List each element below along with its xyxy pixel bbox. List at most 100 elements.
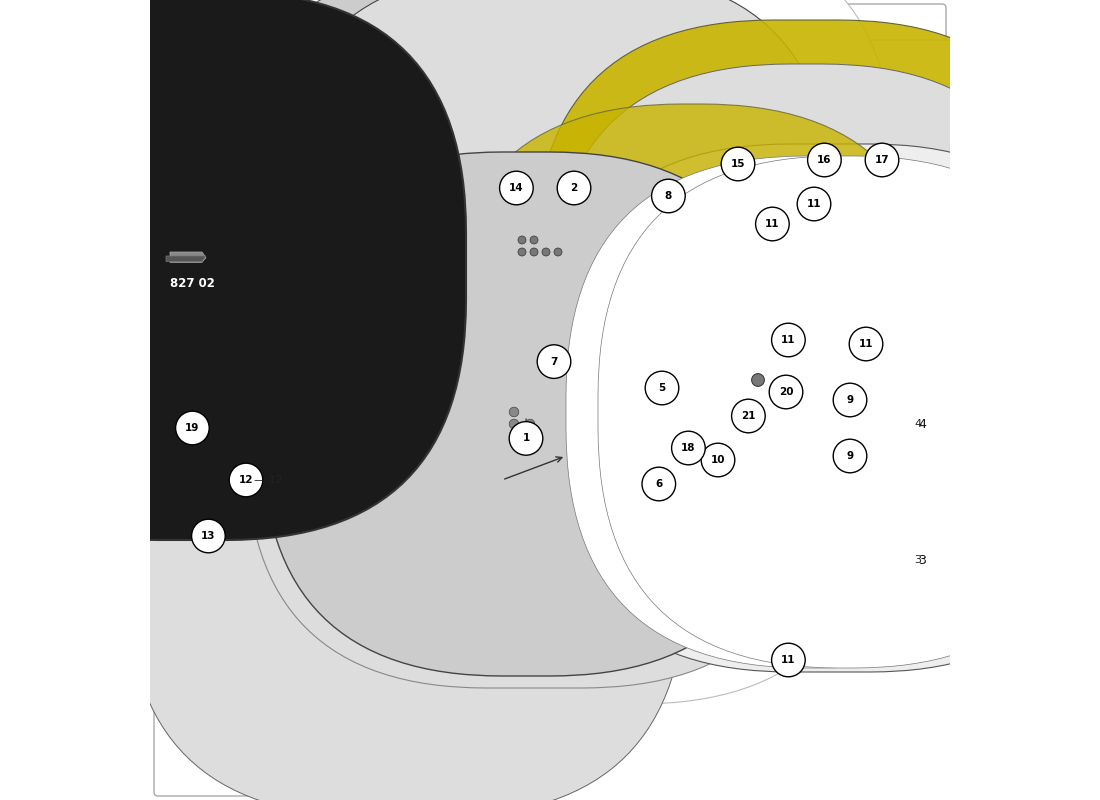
Text: 16: 16 [817,155,832,165]
Circle shape [732,399,766,433]
Text: 11: 11 [806,199,822,209]
Text: 21: 21 [323,440,337,449]
Circle shape [672,431,705,465]
Text: — 12: — 12 [254,475,283,485]
FancyBboxPatch shape [274,0,834,512]
FancyBboxPatch shape [566,156,1062,668]
Text: europarts: europarts [463,314,669,454]
Circle shape [243,354,273,382]
Circle shape [830,168,846,184]
Text: 7: 7 [550,357,558,366]
Circle shape [251,257,265,271]
Circle shape [651,179,685,213]
Circle shape [530,248,538,256]
Circle shape [243,250,273,278]
FancyBboxPatch shape [0,176,438,672]
Circle shape [769,375,803,409]
Text: 12: 12 [239,475,253,485]
Text: 10: 10 [416,226,429,236]
Circle shape [179,257,194,271]
Text: 13: 13 [201,531,216,541]
FancyBboxPatch shape [442,104,942,604]
Circle shape [780,278,792,290]
Circle shape [525,419,535,429]
Text: 10: 10 [711,455,725,465]
FancyBboxPatch shape [262,152,790,676]
Text: 5: 5 [659,383,666,393]
Circle shape [878,168,894,184]
Text: 6: 6 [656,479,662,489]
Circle shape [354,244,378,268]
Circle shape [361,250,372,262]
Circle shape [558,171,591,205]
Text: 8: 8 [664,191,672,201]
Text: 14: 14 [509,183,524,193]
Text: 9: 9 [846,451,854,461]
FancyBboxPatch shape [214,96,878,704]
Text: 7: 7 [251,226,257,236]
Circle shape [251,417,265,431]
Circle shape [701,443,735,477]
Text: 2: 2 [571,183,578,193]
Circle shape [518,248,526,256]
Circle shape [795,278,808,290]
Circle shape [833,439,867,473]
Text: 827 02: 827 02 [170,277,214,290]
Circle shape [172,354,200,382]
FancyBboxPatch shape [126,256,686,800]
Circle shape [509,422,542,455]
FancyBboxPatch shape [550,64,1062,564]
FancyBboxPatch shape [0,8,606,704]
FancyBboxPatch shape [230,0,750,524]
FancyBboxPatch shape [0,0,702,540]
FancyBboxPatch shape [0,0,466,540]
Circle shape [410,244,435,268]
Text: a passion for parts since 1985: a passion for parts since 1985 [377,365,723,563]
Circle shape [771,323,805,357]
Text: 19: 19 [185,423,199,433]
Circle shape [751,374,764,386]
Circle shape [537,345,571,378]
Text: 17: 17 [179,280,192,289]
Circle shape [172,302,200,330]
Circle shape [849,327,883,361]
Text: europarts: europarts [417,314,683,486]
Text: 20: 20 [779,387,793,397]
Circle shape [866,143,899,177]
Circle shape [191,519,225,553]
Text: 20: 20 [252,280,264,289]
Text: 17: 17 [874,155,889,165]
FancyBboxPatch shape [598,156,1094,668]
Text: 11: 11 [766,219,780,229]
Text: 9: 9 [846,395,854,405]
Bar [183,430,189,440]
Circle shape [812,278,824,290]
Circle shape [646,371,679,405]
Text: 9: 9 [363,226,370,236]
Circle shape [243,410,273,438]
Circle shape [542,248,550,256]
Circle shape [518,236,526,244]
Text: 4: 4 [918,418,926,430]
FancyBboxPatch shape [414,40,1100,800]
Circle shape [807,143,842,177]
Circle shape [229,463,263,497]
Text: 15: 15 [730,159,746,169]
FancyBboxPatch shape [534,20,1078,548]
Circle shape [242,244,266,268]
Text: 11: 11 [781,655,795,665]
Text: 3: 3 [914,555,921,565]
Circle shape [296,238,317,258]
Text: 11: 11 [179,440,192,449]
Circle shape [798,187,830,221]
Circle shape [833,383,867,417]
Circle shape [178,360,194,376]
Circle shape [172,250,200,278]
Text: 4: 4 [914,419,921,429]
Text: 11: 11 [781,335,795,345]
Circle shape [642,467,675,501]
Circle shape [179,309,194,323]
Text: 3: 3 [918,554,926,566]
Circle shape [771,643,805,677]
Circle shape [176,411,209,445]
